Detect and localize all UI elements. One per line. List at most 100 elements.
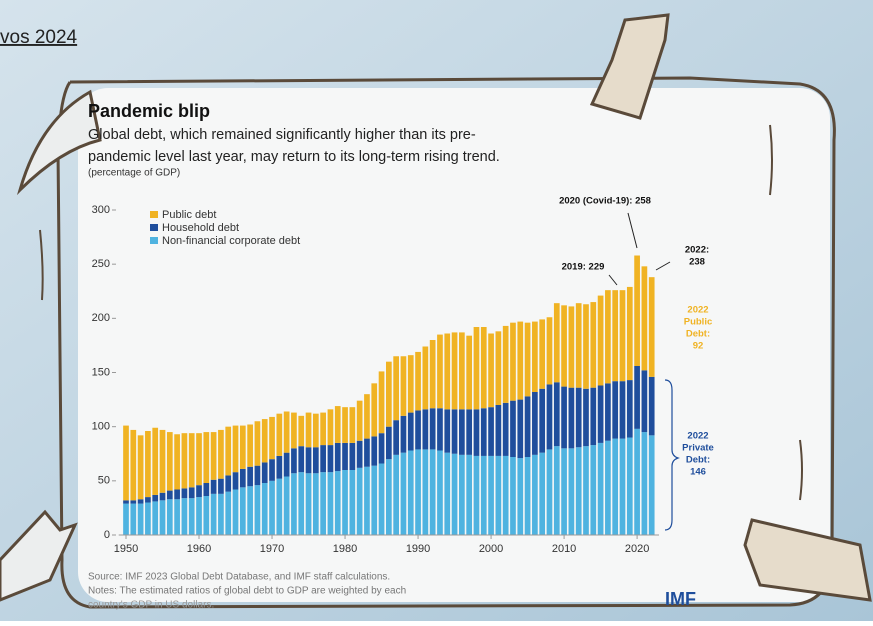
bar-segment <box>138 435 144 499</box>
bar-segment <box>481 456 487 535</box>
x-tick-label: 1960 <box>187 543 211 555</box>
bar-segment <box>328 472 334 535</box>
bar-segment <box>123 426 129 501</box>
bar-segment <box>174 490 180 500</box>
bar-segment <box>240 426 246 469</box>
bar-segment <box>218 494 224 535</box>
bar-segment <box>481 408 487 456</box>
bar-segment <box>415 352 421 411</box>
bar-segment <box>218 430 224 479</box>
bar-segment <box>262 419 268 462</box>
unit-note: (percentage of GDP) <box>88 168 180 179</box>
y-tick-label: 100 <box>92 421 110 433</box>
bar-segment <box>634 366 640 429</box>
bar-segment <box>167 491 173 500</box>
bar-segment <box>306 473 312 535</box>
bar-segment <box>605 383 611 440</box>
bar-segment <box>386 362 392 427</box>
bar-segment <box>547 317 553 384</box>
bar-segment <box>379 371 385 433</box>
bar-segment <box>203 496 209 535</box>
annotation: 2019: 229 <box>562 262 605 273</box>
bar-segment <box>386 459 392 535</box>
bar-segment <box>423 409 429 449</box>
bar-segment <box>598 443 604 535</box>
bar-segment <box>525 323 531 397</box>
bar-segment <box>634 256 640 367</box>
bar-segment <box>393 420 399 455</box>
slide-title: vos 2024 <box>0 27 78 48</box>
bar-segment <box>401 416 407 453</box>
annotation: 238 <box>689 257 705 268</box>
bar-segment <box>401 356 407 416</box>
legend-label: Non-financial corporate debt <box>162 235 300 247</box>
page: {"header": {"title": "vos 2024"}, "chart… <box>0 0 873 621</box>
bar-segment <box>408 451 414 536</box>
bar-segment <box>357 441 363 468</box>
bar-segment <box>496 405 502 456</box>
bar-segment <box>269 459 275 481</box>
bar-segment <box>539 389 545 453</box>
bar-segment <box>211 494 217 535</box>
bar-segment <box>284 453 290 477</box>
bar-segment <box>379 464 385 536</box>
bar-segment <box>152 501 158 535</box>
notes: Notes: The estimated ratios of global de… <box>88 586 406 597</box>
bar-segment <box>225 475 231 491</box>
bar-segment <box>539 453 545 535</box>
bar-segment <box>444 409 450 452</box>
bar-segment <box>627 380 633 437</box>
bar-segment <box>196 433 202 485</box>
bar-segment <box>233 490 239 536</box>
bar-segment <box>466 336 472 410</box>
annotation: 2022 <box>687 431 708 442</box>
chart-subtitle: pandemic level last year, may return to … <box>88 149 500 165</box>
bar-segment <box>642 432 648 535</box>
bar-segment <box>298 446 304 472</box>
bar-segment <box>364 467 370 535</box>
bar-segment <box>612 439 618 535</box>
bar-segment <box>247 486 253 535</box>
bar-segment <box>284 412 290 453</box>
bar-segment <box>561 305 567 386</box>
bar-segment <box>167 432 173 491</box>
x-tick-label: 2020 <box>625 543 649 555</box>
bar-segment <box>576 447 582 535</box>
bar-segment <box>313 414 319 448</box>
bar-segment <box>649 277 655 377</box>
y-tick-label: 50 <box>98 475 110 487</box>
bar-segment <box>189 487 195 498</box>
bar-segment <box>510 457 516 535</box>
bar-segment <box>262 483 268 535</box>
bar-segment <box>255 421 261 465</box>
bar-segment <box>145 431 151 497</box>
bar-segment <box>335 471 341 535</box>
bar-segment <box>269 417 275 459</box>
bar-segment <box>423 449 429 535</box>
bar-segment <box>174 434 180 489</box>
bar-segment <box>437 451 443 536</box>
bar-segment <box>649 435 655 535</box>
bar-segment <box>145 503 151 536</box>
annotation: 92 <box>693 341 704 352</box>
bar-segment <box>605 290 611 383</box>
bar-segment <box>160 493 166 501</box>
bar-segment <box>452 332 458 409</box>
bar-segment <box>320 445 326 472</box>
bar-segment <box>547 449 553 535</box>
bar-segment <box>423 347 429 410</box>
bar-segment <box>569 388 575 449</box>
bar-segment <box>233 426 239 473</box>
bar-segment <box>452 454 458 535</box>
bar-segment <box>291 448 297 473</box>
bar-segment <box>532 322 538 392</box>
bar-segment <box>298 416 304 446</box>
bar-segment <box>306 447 312 473</box>
bar-segment <box>583 304 589 389</box>
bar-segment <box>408 413 414 451</box>
bar-segment <box>145 497 151 502</box>
bar-segment <box>554 446 560 535</box>
bar-segment <box>211 480 217 494</box>
bar-segment <box>598 386 604 443</box>
bar-segment <box>203 483 209 496</box>
